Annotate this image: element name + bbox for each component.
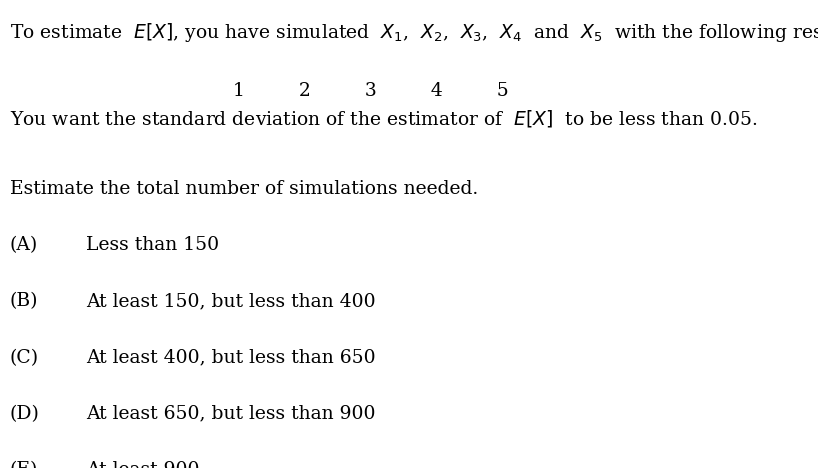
Text: To estimate  $E[X]$, you have simulated  $X_1$,  $X_2$,  $X_3$,  $X_4$  and  $X_: To estimate $E[X]$, you have simulated $…	[10, 21, 818, 44]
Text: You want the standard deviation of the estimator of  $E[X]$  to be less than 0.0: You want the standard deviation of the e…	[10, 108, 757, 129]
Text: (C): (C)	[10, 349, 39, 366]
Text: At least 400, but less than 650: At least 400, but less than 650	[86, 349, 375, 366]
Text: Estimate the total number of simulations needed.: Estimate the total number of simulations…	[10, 180, 478, 198]
Text: At least 900: At least 900	[86, 461, 200, 468]
Text: (D): (D)	[10, 405, 40, 423]
Text: (B): (B)	[10, 292, 38, 310]
Text: At least 650, but less than 900: At least 650, but less than 900	[86, 405, 375, 423]
Text: (E): (E)	[10, 461, 38, 468]
Text: Less than 150: Less than 150	[86, 236, 219, 254]
Text: At least 150, but less than 400: At least 150, but less than 400	[86, 292, 375, 310]
Text: 1         2         3         4         5: 1 2 3 4 5	[233, 82, 509, 100]
Text: (A): (A)	[10, 236, 38, 254]
